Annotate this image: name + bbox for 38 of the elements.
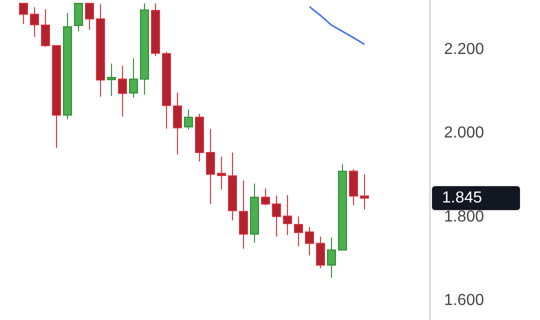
candlestick bbox=[228, 152, 237, 221]
candlestick bbox=[338, 164, 347, 251]
candlestick bbox=[294, 216, 303, 247]
candlestick bbox=[85, 2, 94, 30]
candlestick bbox=[272, 195, 281, 238]
candlestick bbox=[107, 63, 116, 96]
candlestick bbox=[239, 180, 248, 250]
line-series bbox=[308, 6, 366, 46]
candlestick bbox=[250, 182, 259, 244]
candlestick bbox=[30, 6, 39, 38]
candlestick bbox=[151, 2, 160, 57]
candlestick bbox=[52, 45, 61, 148]
y-tick-label: 1.600 bbox=[444, 292, 484, 310]
candlestick bbox=[206, 128, 215, 204]
candlestick bbox=[118, 65, 127, 117]
candlestick bbox=[283, 194, 292, 236]
text: 1.845 bbox=[442, 190, 482, 207]
candlestick bbox=[195, 113, 204, 162]
candlestick bbox=[140, 2, 149, 96]
candlestick bbox=[63, 12, 72, 120]
candlestick bbox=[184, 108, 193, 130]
candlestick bbox=[41, 8, 50, 48]
candlestick bbox=[19, 2, 28, 24]
candlestick bbox=[96, 4, 105, 98]
candlestick bbox=[360, 174, 369, 210]
candlestick bbox=[261, 188, 270, 206]
candlestick bbox=[162, 51, 171, 130]
candlestick bbox=[349, 168, 358, 206]
y-tick-label: 2.000 bbox=[444, 124, 484, 142]
y-tick-label: 1.800 bbox=[444, 208, 484, 226]
candlestick bbox=[316, 236, 325, 269]
candlestick bbox=[173, 92, 182, 156]
candlestick bbox=[305, 226, 314, 256]
candlestick bbox=[74, 2, 83, 32]
candlestick bbox=[129, 58, 138, 98]
candlestick bbox=[217, 156, 226, 190]
candlestick bbox=[327, 236, 336, 278]
y-tick-label: 2.200 bbox=[444, 40, 484, 58]
